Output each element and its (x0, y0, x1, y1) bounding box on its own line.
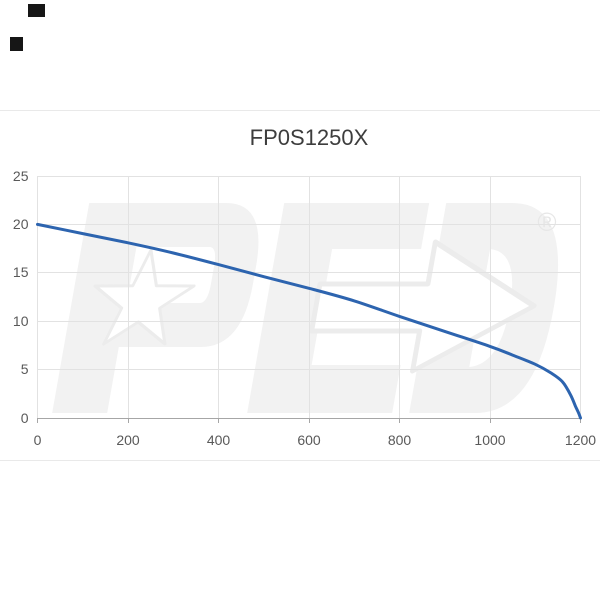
y-axis-tick-label: 5 (20, 361, 29, 378)
corner-mark-2 (10, 37, 23, 51)
bottom-divider (0, 460, 600, 461)
y-axis-tick-label: 0 (20, 409, 29, 426)
x-axis-tick-label: 600 (297, 431, 321, 448)
x-gridline (489, 176, 491, 418)
y-axis-tick-label: 25 (12, 167, 29, 184)
x-gridline (218, 176, 219, 418)
x-axis-tick (399, 419, 400, 423)
x-axis-tick (127, 419, 129, 423)
x-axis-tick (37, 419, 38, 423)
x-axis-tick-label: 800 (387, 431, 412, 448)
x-gridline (580, 176, 581, 418)
pump-curve-line (36, 222, 582, 420)
y-axis-tick-label: 10 (12, 312, 29, 329)
chart-title: FP0S1250X (249, 125, 369, 150)
arrow-icon (309, 239, 537, 374)
x-gridline (308, 176, 310, 418)
x-axis-tick-label: 400 (206, 431, 231, 448)
x-axis-tick-label: 0 (33, 431, 42, 448)
top-divider (0, 110, 600, 111)
x-axis-tick-label: 1000 (474, 431, 506, 448)
y-axis-tick-label: 20 (12, 215, 29, 232)
corner-mark-1 (28, 4, 45, 17)
y-axis-tick-label: 15 (12, 264, 29, 281)
x-axis-tick (218, 419, 219, 423)
x-gridline (399, 176, 400, 418)
x-gridline (37, 176, 38, 418)
x-axis-tick (580, 419, 581, 423)
star-icon (93, 248, 196, 346)
x-axis-tick (489, 419, 491, 423)
registered-trademark-icon: ® (537, 207, 556, 237)
x-axis-tick-label: 1200 (564, 431, 597, 448)
x-axis-tick-label: 200 (116, 431, 140, 448)
x-axis-tick (308, 419, 310, 423)
x-gridline (127, 176, 129, 418)
x-axis-line (37, 418, 581, 419)
